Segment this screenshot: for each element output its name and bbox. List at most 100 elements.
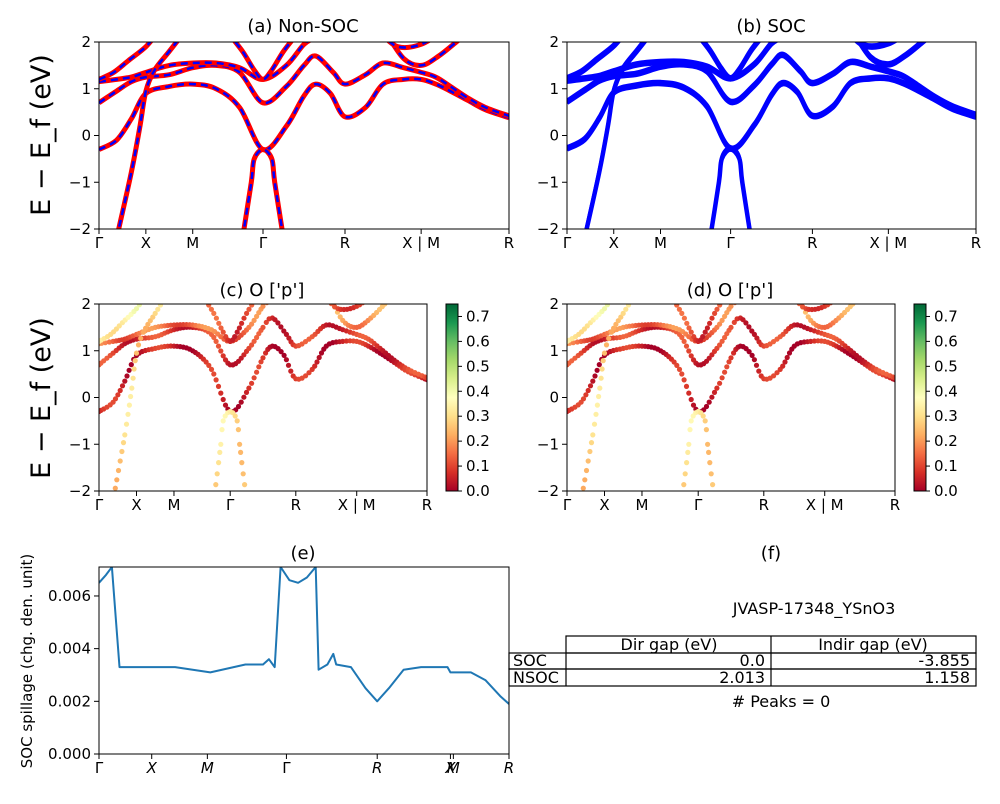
- panel-e-xtick-label: Γ: [95, 759, 104, 777]
- projection-point: [326, 297, 331, 302]
- colorbar-tick-label: 0.1: [466, 457, 490, 475]
- projection-point: [363, 298, 368, 303]
- projection-point: [133, 306, 140, 312]
- projection-point: [604, 304, 610, 308]
- projection-point: [238, 449, 244, 455]
- colorbar-tick-label: 0.4: [466, 382, 490, 400]
- projection-point: [114, 477, 120, 483]
- projection-point: [717, 304, 723, 308]
- projection-point: [232, 413, 238, 419]
- projection-point: [722, 313, 728, 319]
- projection-point: [728, 324, 734, 330]
- projection-point: [241, 315, 247, 321]
- projection-point: [326, 292, 331, 297]
- projection-point: [285, 362, 292, 368]
- panel-d-ytick-label: 2: [549, 295, 559, 313]
- projection-point: [596, 362, 602, 368]
- panel-c-plot-area: [99, 292, 427, 491]
- projection-point: [611, 325, 617, 331]
- projection-point: [587, 448, 593, 455]
- projection-point: [690, 402, 697, 408]
- projection-point: [686, 390, 692, 396]
- projection-point: [135, 342, 142, 348]
- projection-point: [839, 291, 844, 296]
- projection-point: [150, 314, 156, 320]
- projection-point: [281, 352, 287, 358]
- band-line: [232, 42, 294, 82]
- projection-point: [386, 298, 391, 303]
- panel-b-ytick-label: 2: [549, 33, 559, 51]
- projection-point: [258, 359, 264, 365]
- projection-point: [234, 418, 240, 424]
- col-header-indir-gap: Indir gap (eV): [818, 635, 928, 654]
- projection-point: [599, 366, 605, 372]
- panel-a-title: (a) Non-SOC: [247, 16, 358, 37]
- panel-b-plot-area: [567, 42, 976, 229]
- projection-point: [728, 355, 734, 361]
- projection-point: [232, 334, 238, 340]
- colorbar-tick-label: 0.1: [934, 457, 958, 475]
- projection-point: [608, 329, 615, 335]
- panel-f-summary: JVASP-17348_YSnO3 Dir gap (eV) Indir gap…: [508, 599, 977, 711]
- projection-point: [786, 350, 793, 356]
- panel-a-xtick-label: Γ: [259, 234, 268, 252]
- projection-point: [579, 498, 584, 503]
- projection-point: [841, 290, 846, 295]
- projection-point: [115, 392, 121, 398]
- panel-d-ytick-label: 1: [549, 342, 559, 360]
- projection-point: [606, 335, 612, 341]
- projection-point: [128, 393, 134, 400]
- band-line: [99, 42, 312, 85]
- projection-point: [249, 304, 255, 308]
- projection-point: [731, 319, 737, 325]
- projection-point: [681, 377, 687, 383]
- projection-point: [854, 298, 859, 303]
- projection-point: [580, 396, 587, 402]
- panel-e-xtick-label: R: [372, 759, 382, 777]
- projection-point: [687, 427, 693, 433]
- projection-point: [688, 396, 694, 403]
- projection-point: [424, 375, 427, 381]
- projection-point: [774, 370, 780, 376]
- projection-point: [211, 371, 217, 377]
- projection-point: [710, 482, 716, 488]
- projection-point: [674, 362, 680, 368]
- colorbar-tick-label: 0.7: [466, 307, 490, 325]
- projection-point: [288, 368, 294, 374]
- projection-point: [312, 363, 318, 369]
- projection-point: [263, 319, 269, 325]
- projection-point: [215, 383, 222, 389]
- projection-point: [254, 369, 260, 375]
- colorbar-tick-label: 0.2: [934, 432, 958, 450]
- projection-point: [714, 385, 720, 391]
- projection-point: [318, 350, 325, 356]
- band-line-split: [567, 42, 618, 78]
- projection-point: [125, 411, 131, 417]
- projection-point: [218, 390, 224, 396]
- projection-point: [674, 304, 680, 308]
- projection-point: [585, 387, 591, 394]
- projection-point: [389, 294, 394, 299]
- projection-point: [681, 338, 687, 344]
- panel-e-xtick-label: Γ: [282, 759, 291, 777]
- material-id: JVASP-17348_YSnO3: [732, 599, 896, 619]
- row-label-nsoc: NSOC: [513, 668, 559, 687]
- projection-point: [688, 418, 694, 424]
- projection-point: [213, 482, 219, 488]
- projection-point: [711, 389, 718, 395]
- projection-point: [688, 353, 694, 359]
- projection-point: [366, 295, 371, 300]
- projection-point: [328, 295, 333, 300]
- projection-point: [719, 375, 725, 381]
- projection-point: [206, 304, 212, 308]
- band-line-soc-overlay: [117, 42, 179, 229]
- projection-point: [201, 295, 206, 300]
- projection-point: [143, 325, 149, 331]
- projection-point: [152, 310, 158, 316]
- projection-point: [700, 413, 706, 419]
- projection-point: [613, 321, 619, 327]
- projection-point: [216, 460, 222, 466]
- band-line: [700, 42, 762, 82]
